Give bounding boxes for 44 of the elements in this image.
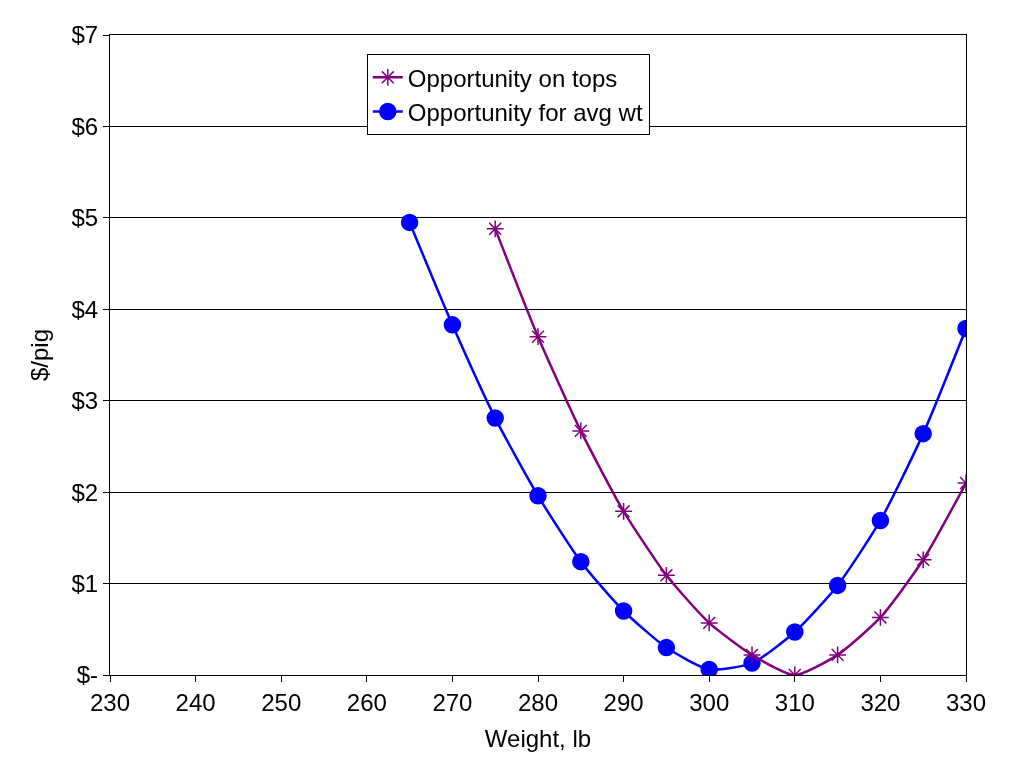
x-tick-label: 250: [261, 688, 302, 716]
y-tick-label: $4: [71, 295, 99, 323]
y-tick-label: $5: [71, 204, 99, 232]
x-tick-label: 330: [945, 688, 987, 716]
point: [486, 219, 505, 238]
x-tick-label: 260: [346, 688, 387, 716]
y-tick-label: $-: [76, 661, 99, 689]
point: [742, 645, 762, 665]
legend-label: Opportunity on tops: [407, 64, 618, 92]
point: [571, 421, 590, 441]
y-tick-label: $3: [71, 387, 99, 415]
y-tick-label: $2: [71, 478, 99, 506]
x-axis-title: Weight, lb: [484, 725, 592, 753]
point: [614, 602, 633, 620]
point: [828, 576, 847, 595]
x-tick-label: 300: [689, 688, 730, 716]
point: [786, 623, 804, 641]
point: [657, 566, 676, 585]
point: [529, 487, 547, 505]
point: [871, 511, 890, 530]
x-tick-label: 240: [175, 688, 216, 716]
point: [614, 502, 633, 521]
x-tick-label: 320: [860, 688, 901, 716]
point: [871, 608, 890, 627]
x-tick-label: 280: [517, 688, 559, 716]
y-tick-label: $6: [71, 112, 99, 140]
point: [486, 409, 504, 427]
point: [572, 552, 590, 571]
x-tick-label: 270: [432, 688, 473, 716]
point: [828, 645, 847, 665]
point: [914, 550, 933, 569]
x-tick-label: 290: [603, 688, 644, 716]
point: [914, 424, 932, 443]
y-axis-title: $/pig: [26, 328, 54, 382]
point: [700, 613, 719, 633]
point: [657, 638, 676, 657]
x-tick-label: 230: [89, 688, 131, 716]
y-tick-label: $1: [71, 569, 99, 597]
x-tick-label: 310: [774, 688, 815, 716]
point: [528, 327, 548, 346]
legend-label: Opportunity for avg wt: [407, 98, 643, 126]
y-tick-label: $7: [71, 21, 99, 49]
point: [443, 316, 462, 334]
point: [400, 213, 419, 232]
